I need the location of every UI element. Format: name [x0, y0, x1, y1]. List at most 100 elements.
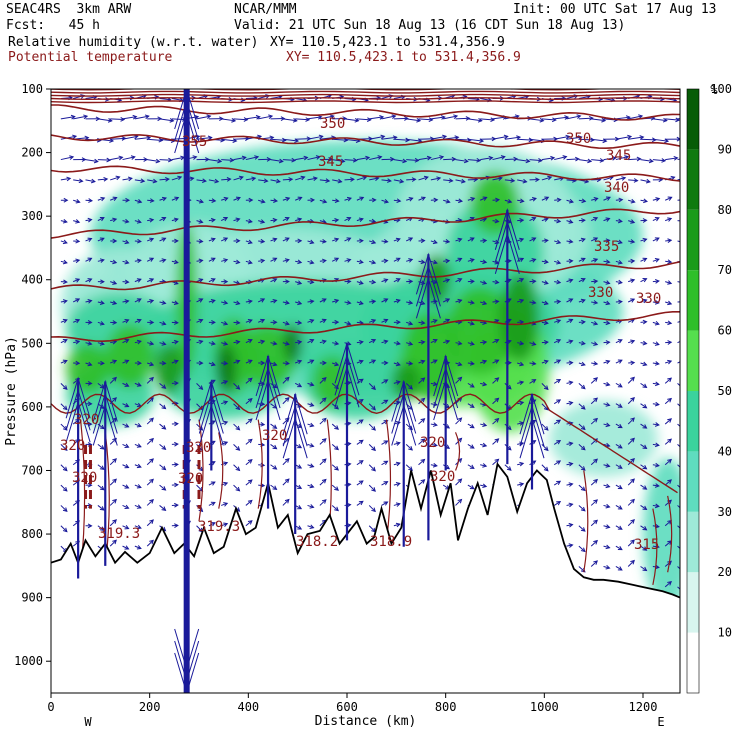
wind-arrowhead [654, 422, 660, 427]
wind-arrowhead [593, 458, 598, 464]
wind-vector [134, 525, 142, 529]
wind-vector [233, 197, 241, 201]
wind-arrowhead [87, 381, 93, 386]
rh-region [154, 343, 185, 395]
wind-arrowhead [321, 458, 327, 464]
wind-vector [566, 158, 579, 161]
wind-arrowhead [482, 442, 488, 448]
wind-arrowhead [371, 299, 377, 304]
wind-arrowhead [112, 539, 117, 545]
wind-vector [455, 199, 463, 202]
wind-arrowhead [112, 519, 117, 524]
wind-arrowhead [75, 199, 81, 204]
wind-arrowhead [531, 361, 537, 366]
wind-arrowhead [543, 466, 549, 472]
wind-arrowhead [457, 437, 463, 443]
colorbar-swatch [687, 149, 699, 210]
wind-vector [110, 360, 117, 364]
wind-arrowhead [112, 359, 118, 364]
wind-arrowhead [99, 341, 105, 346]
updraft-arrowhead [519, 392, 545, 435]
wind-arrowhead [643, 198, 649, 204]
wind-arrowhead [223, 237, 229, 242]
wind-arrowhead [564, 115, 570, 120]
wind-vector [627, 397, 635, 405]
wind-vector [85, 159, 98, 163]
wind-arrowhead [297, 525, 303, 530]
colorbar-swatch [687, 632, 699, 693]
wind-arrowhead [346, 279, 352, 284]
wind-arrowhead [210, 237, 216, 243]
wind-vector [147, 238, 154, 242]
wind-arrowhead [104, 97, 110, 102]
wind-arrowhead [334, 384, 339, 390]
wind-vector [418, 479, 425, 486]
colorbar-unit: % [710, 83, 718, 97]
wind-arrowhead [605, 381, 611, 387]
wind-arrowhead [310, 197, 316, 203]
wind-arrowhead [543, 340, 549, 345]
wind-vector [529, 217, 536, 222]
wind-arrowhead [235, 196, 241, 201]
wind-arrowhead [149, 519, 154, 524]
wind-vector [480, 118, 495, 121]
wind-arrowhead [457, 257, 463, 262]
wind-arrowhead [580, 384, 586, 390]
updraft-arrowhead [174, 99, 200, 142]
wind-arrowhead [593, 341, 599, 346]
wind-arrowhead [371, 197, 377, 203]
wind-arrowhead [547, 175, 553, 181]
wind-vector [418, 418, 425, 425]
wind-arrowhead [630, 437, 635, 443]
wind-arrowhead [667, 580, 672, 586]
wind-vector [640, 362, 647, 366]
wind-vector [640, 278, 647, 283]
wind-arrowhead [247, 239, 253, 245]
wind-vector [97, 178, 108, 181]
wind-vector [640, 138, 656, 141]
wind-vector [245, 240, 253, 244]
wind-arrowhead [617, 423, 623, 429]
wind-vector [652, 198, 660, 201]
wind-arrowhead [654, 483, 660, 488]
wind-vector [159, 159, 172, 161]
wind-arrowhead [494, 417, 500, 423]
wind-arrowhead [380, 134, 386, 140]
wind-arrowhead [654, 279, 660, 284]
colorbar-swatch [687, 511, 699, 573]
wind-arrowhead [667, 418, 672, 423]
colorbar-tick: 30 [718, 505, 732, 519]
wind-arrowhead [321, 298, 327, 303]
wind-vector [282, 217, 290, 222]
wind-arrowhead [408, 300, 414, 305]
wind-arrowhead [99, 321, 105, 326]
wind-arrowhead [334, 506, 339, 512]
wind-arrowhead [667, 359, 673, 365]
wind-arrowhead [630, 219, 636, 224]
wind-arrowhead [633, 178, 639, 183]
wind-arrowhead [124, 359, 130, 364]
wind-arrowhead [223, 380, 229, 385]
wind-vector [578, 444, 586, 451]
wind-vector [405, 383, 413, 390]
wind-arrowhead [284, 417, 290, 423]
wind-arrowhead [318, 134, 324, 140]
wind-arrowhead [403, 116, 409, 121]
wind-vector [578, 138, 595, 141]
theta-label: 319.3 [198, 519, 240, 535]
wind-arrowhead [618, 299, 623, 305]
wind-arrowhead [223, 420, 229, 426]
wind-vector [455, 238, 462, 242]
wind-vector [405, 444, 413, 451]
wind-vector [331, 464, 339, 471]
wind-arrowhead [174, 482, 179, 488]
wind-arrowhead [354, 117, 360, 123]
wind-arrowhead [420, 300, 426, 306]
wind-arrowhead [248, 197, 254, 203]
wind-arrowhead [198, 238, 204, 244]
wind-vector [122, 156, 135, 161]
wind-arrowhead [457, 237, 463, 243]
wind-arrowhead [580, 257, 586, 262]
wind-arrowhead [519, 461, 525, 467]
